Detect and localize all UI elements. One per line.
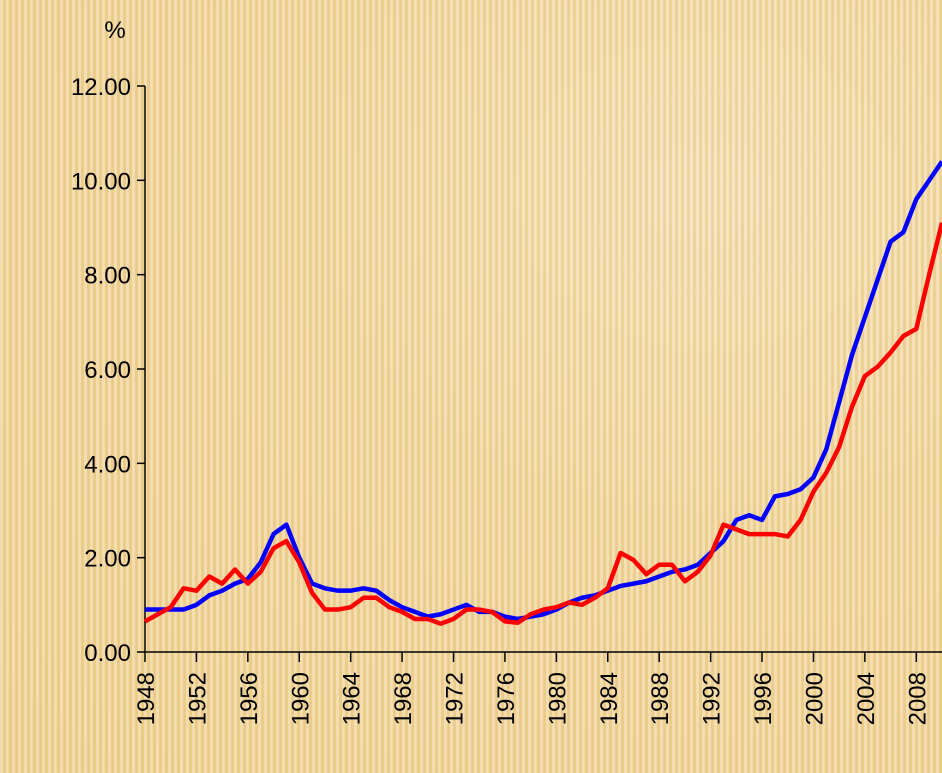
y-tick-label: 2.00: [84, 546, 131, 573]
series-line: [143, 222, 942, 626]
series-line: [145, 160, 942, 622]
x-tick-label: 1972: [442, 672, 469, 725]
x-tick-label: 1976: [493, 672, 520, 725]
x-tick-label: 2000: [801, 672, 828, 725]
x-tick-label: 1952: [184, 672, 211, 725]
x-tick-label: 1992: [699, 672, 726, 725]
x-tick-label: 1960: [287, 672, 314, 725]
x-tick-label: 1980: [544, 672, 571, 725]
x-tick-label: 1964: [339, 672, 366, 725]
x-tick-label: 1968: [390, 672, 417, 725]
x-tick-label: 2008: [904, 672, 931, 725]
x-tick-label: 1956: [236, 672, 263, 725]
y-axis-label: %: [104, 17, 125, 44]
y-tick-label: 12.00: [71, 74, 131, 101]
y-tick-label: 0.00: [84, 640, 131, 667]
x-tick-label: 1984: [596, 672, 623, 725]
x-tick-label: 1996: [750, 672, 777, 725]
x-tick-label: 2004: [853, 672, 880, 725]
x-tick-label: 1988: [647, 672, 674, 725]
y-tick-label: 6.00: [84, 357, 131, 384]
y-tick-label: 10.00: [71, 168, 131, 195]
y-tick-label: 8.00: [84, 263, 131, 290]
x-tick-label: 1948: [133, 672, 160, 725]
y-tick-label: 4.00: [84, 451, 131, 478]
